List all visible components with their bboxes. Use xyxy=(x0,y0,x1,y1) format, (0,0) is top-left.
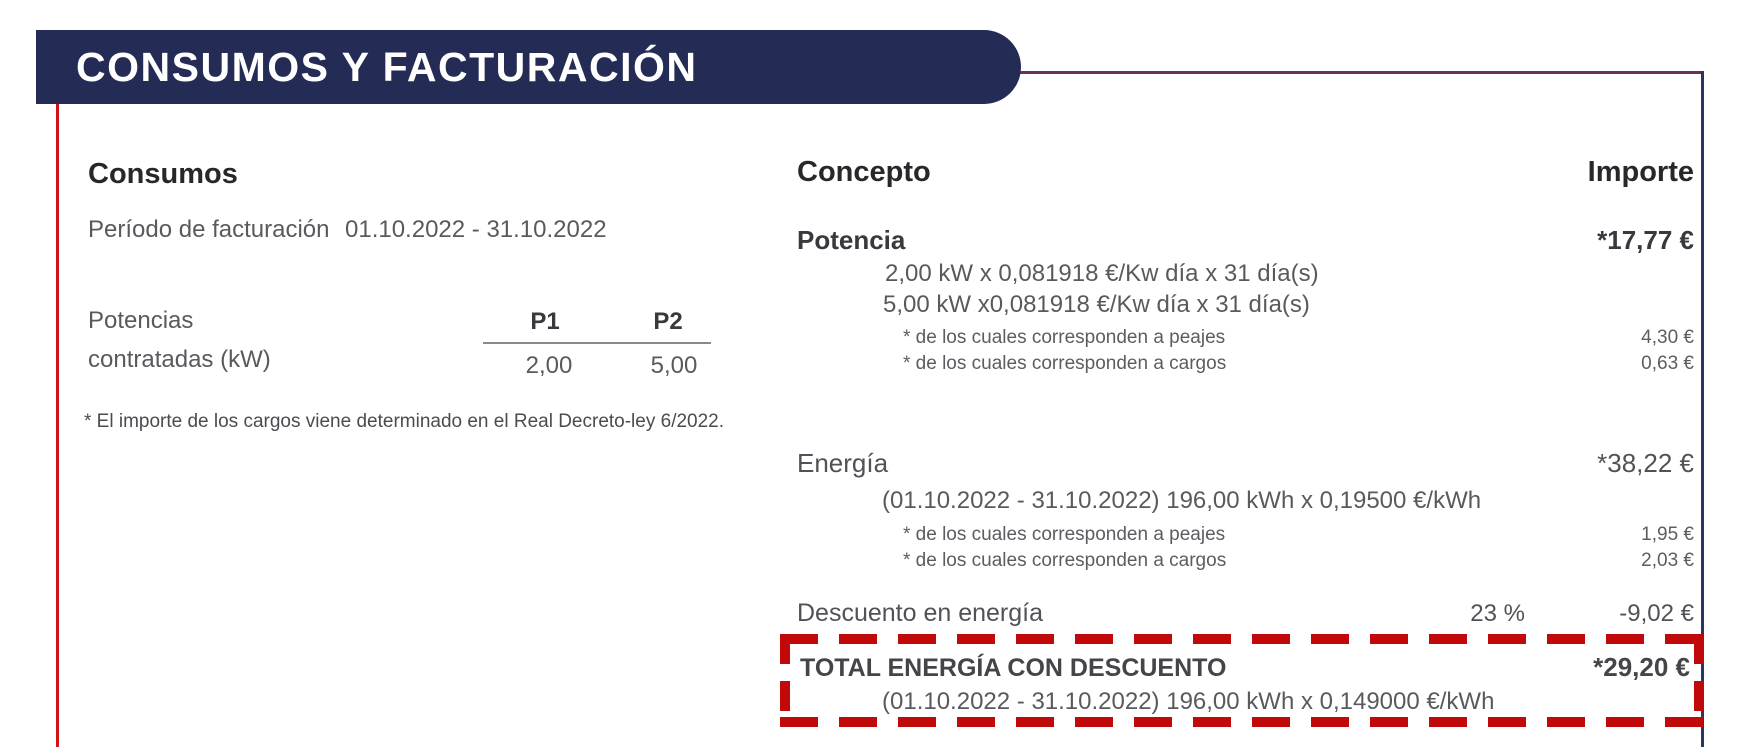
total-box-border-top xyxy=(780,634,1704,644)
potencia-cargos-amount: 0,63 € xyxy=(1641,353,1694,374)
total-box-border-right xyxy=(1694,634,1704,727)
section-header-bar: CONSUMOS Y FACTURACIÓN xyxy=(36,30,1021,104)
total-box-border-left xyxy=(780,634,790,727)
section-title: CONSUMOS Y FACTURACIÓN xyxy=(76,43,698,90)
billing-period-label: Período de facturación xyxy=(88,216,330,243)
potencia-peajes-label: * de los cuales corresponden a peajes xyxy=(903,327,1226,348)
energia-peajes-label: * de los cuales corresponden a peajes xyxy=(903,524,1226,545)
concept-column-header: Concepto xyxy=(797,156,931,188)
descuento-amount: -9,02 € xyxy=(1619,600,1694,627)
cargos-footnote: * El importe de los cargos viene determi… xyxy=(84,411,725,432)
right-border-rule xyxy=(1701,71,1704,747)
billing-header-row: Concepto Importe xyxy=(797,156,1694,189)
energia-row: Energía *38,22 € xyxy=(797,448,1694,479)
potencia-label: Potencia xyxy=(797,225,906,255)
power-table-value-p2: 5,00 xyxy=(650,352,698,379)
total-row: TOTAL ENERGÍA CON DESCUENTO *29,20 € xyxy=(800,652,1690,683)
potencia-cargos-label: * de los cuales corresponden a cargos xyxy=(903,353,1227,374)
power-table-header-p2: P2 xyxy=(653,308,683,335)
potencia-peajes-amount: 4,30 € xyxy=(1641,327,1694,348)
amount-column-header: Importe xyxy=(1587,156,1694,188)
potencia-row: Potencia *17,77 € xyxy=(797,225,1694,256)
energia-peajes-row: * de los cuales corresponden a peajes 1,… xyxy=(797,524,1694,546)
energia-cargos-label: * de los cuales corresponden a cargos xyxy=(903,550,1227,571)
left-border-rule xyxy=(56,104,59,747)
energia-cargos-row: * de los cuales corresponden a cargos 2,… xyxy=(797,550,1694,572)
descuento-percent: 23 % xyxy=(1470,600,1525,627)
total-label: TOTAL ENERGÍA CON DESCUENTO xyxy=(800,654,1227,682)
power-table-rule xyxy=(483,342,711,344)
power-table-header-p1: P1 xyxy=(530,308,560,335)
potencia-detail-line-2: 5,00 kW x0,081918 €/Kw día x 31 día(s) xyxy=(883,291,1310,318)
power-table-value-p1: 2,00 xyxy=(525,352,573,379)
energia-label: Energía xyxy=(797,448,889,478)
header-rule-horizontal xyxy=(1020,71,1704,74)
contracted-power-label-line1: Potencias xyxy=(88,307,194,334)
potencia-peajes-row: * de los cuales corresponden a peajes 4,… xyxy=(797,327,1694,349)
energia-amount: *38,22 € xyxy=(1597,448,1694,478)
contracted-power-label-line2: contratadas (kW) xyxy=(88,346,271,373)
potencia-amount: *17,77 € xyxy=(1597,225,1694,255)
descuento-label: Descuento en energía xyxy=(797,599,1044,627)
total-box-border-bottom xyxy=(780,717,1704,727)
consumos-heading: Consumos xyxy=(88,158,238,190)
energia-peajes-amount: 1,95 € xyxy=(1641,524,1694,545)
billing-period-value: 01.10.2022 - 31.10.2022 xyxy=(345,216,607,243)
energia-cargos-amount: 2,03 € xyxy=(1641,550,1694,571)
total-amount: *29,20 € xyxy=(1593,652,1690,682)
potencia-cargos-row: * de los cuales corresponden a cargos 0,… xyxy=(797,353,1694,375)
potencia-detail-line-1: 2,00 kW x 0,081918 €/Kw día x 31 día(s) xyxy=(885,260,1319,287)
total-detail-line: (01.10.2022 - 31.10.2022) 196,00 kWh x 0… xyxy=(882,688,1495,715)
energia-detail-line: (01.10.2022 - 31.10.2022) 196,00 kWh x 0… xyxy=(882,487,1482,514)
